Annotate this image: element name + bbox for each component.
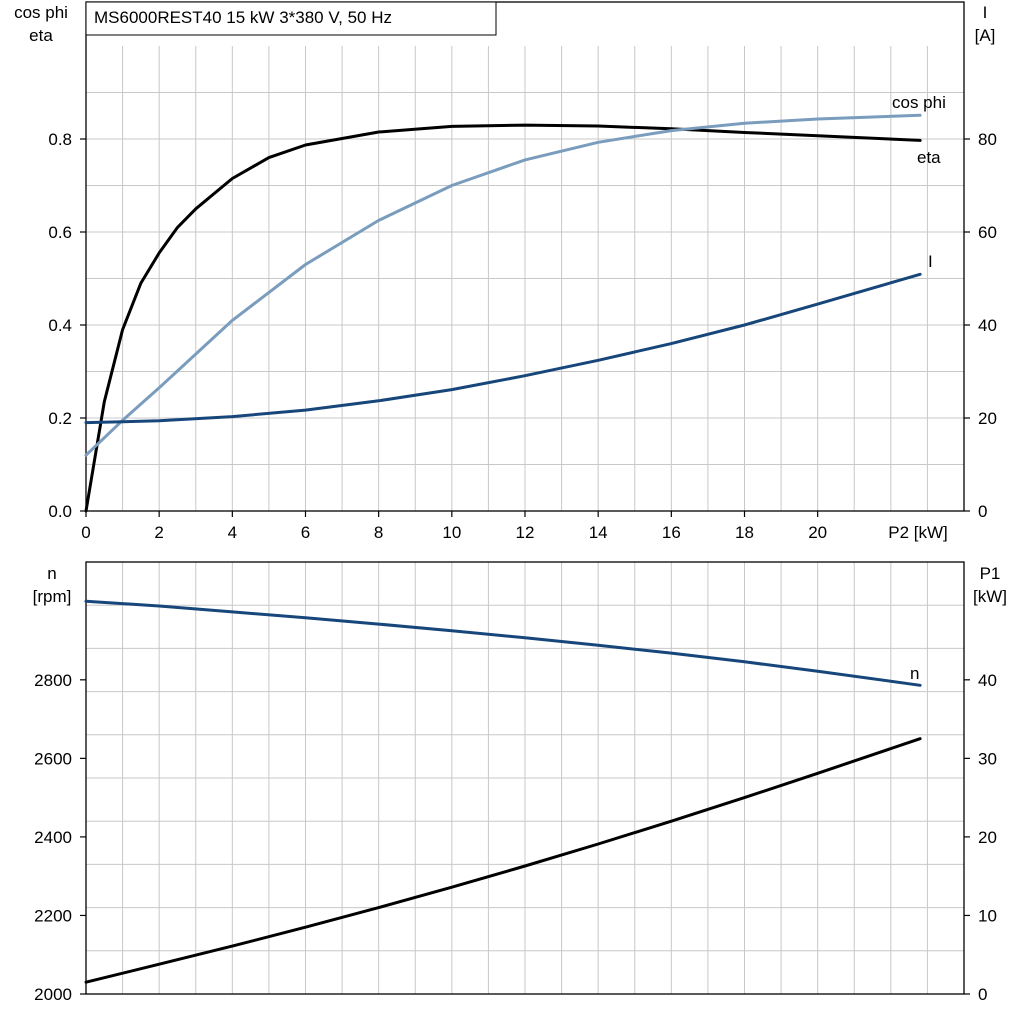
left-tick-label: 2600: [34, 749, 72, 768]
left-tick-label: 2400: [34, 828, 72, 847]
right-tick-label: 60: [978, 223, 997, 242]
right-tick-label: 10: [978, 906, 997, 925]
cos-phi-line: [84, 113, 922, 457]
n-line: [84, 599, 922, 687]
eta-line: [84, 123, 922, 513]
right-tick-label: 0: [978, 985, 987, 1004]
x-tick-label: 0: [81, 523, 90, 542]
right-tick-label: 30: [978, 749, 997, 768]
top-series-labels: eta cos phi I: [892, 93, 946, 271]
bottom-plot-frame: [85, 561, 965, 995]
x-axis-label: P2 [kW]: [888, 523, 948, 542]
right-tick-label: 0: [978, 502, 987, 521]
x-tick-label: 18: [735, 523, 754, 542]
right-tick-label: 40: [978, 671, 997, 690]
x-tick-label: 20: [808, 523, 827, 542]
I-series-label: I: [928, 252, 933, 271]
chart-title: MS6000REST40 15 kW 3*380 V, 50 Hz: [94, 8, 392, 27]
right-axis-label-2: [kW]: [973, 587, 1007, 606]
top-grid: [86, 46, 964, 511]
left-tick-label: 2200: [34, 906, 72, 925]
x-tick-label: 12: [516, 523, 535, 542]
right-axis-label-1: I: [983, 3, 988, 22]
cos-phi-series-label: cos phi: [892, 93, 946, 112]
title-box: [85, 1, 497, 36]
p1-line: [84, 737, 922, 984]
x-tick-label: 8: [374, 523, 383, 542]
x-tick-label: 6: [301, 523, 310, 542]
left-tick-label: 2000: [34, 985, 72, 1004]
bottom-series-labels: n: [910, 664, 919, 683]
x-tick-label: 16: [662, 523, 681, 542]
top-series: [84, 113, 922, 513]
left-axis-label-2: eta: [29, 26, 53, 45]
right-tick-label: 20: [978, 828, 997, 847]
left-tick-label: 0.6: [48, 223, 72, 242]
bottom-series: [84, 599, 922, 984]
left-tick-label: 0.2: [48, 409, 72, 428]
right-axis-label-1: P1: [980, 564, 1001, 583]
x-tick-label: 14: [589, 523, 608, 542]
right-tick-label: 20: [978, 409, 997, 428]
top-ticks: 0.0 0.2 0.4 0.6 0.8 0 20 40 60 80 0 2 4 6 8 10 12 14 16 18 2…: [48, 130, 997, 542]
left-tick-label: 0.0: [48, 502, 72, 521]
left-axis-label-1: n: [47, 564, 56, 583]
right-tick-label: 80: [978, 130, 997, 149]
top-panel: 0.0 0.2 0.4 0.6 0.8 0 20 40 60 80 0 2 4 6 8 10 12 14 16 18 2…: [14, 1, 997, 542]
right-tick-label: 40: [978, 316, 997, 335]
left-axis-label-2: [rpm]: [33, 587, 72, 606]
left-axis-label-1: cos phi: [14, 3, 68, 22]
x-tick-label: 2: [154, 523, 163, 542]
left-tick-label: 2800: [34, 671, 72, 690]
bottom-ticks: 2000 2200 2400 2600 2800 0 10 20 30 40: [34, 671, 997, 1004]
left-tick-label: 0.4: [48, 316, 72, 335]
eta-series-label: eta: [917, 148, 941, 167]
right-axis-label-2: [A]: [975, 26, 996, 45]
bottom-grid: [86, 562, 964, 994]
left-tick-label: 0.8: [48, 130, 72, 149]
I-line: [84, 272, 922, 425]
n-series-label: n: [910, 664, 919, 683]
x-tick-label: 4: [228, 523, 237, 542]
x-tick-label: 10: [442, 523, 461, 542]
